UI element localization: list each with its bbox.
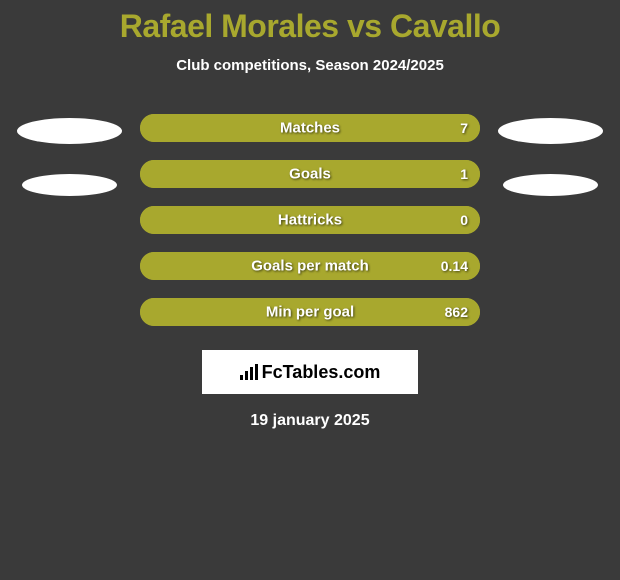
container: Rafael Morales vs Cavallo Club competiti… (0, 0, 620, 430)
brand-badge: FcTables.com (202, 350, 418, 394)
stats-area: Matches 7 Goals 1 Hattricks 0 Goals per … (0, 114, 620, 326)
brand-label: FcTables.com (262, 362, 381, 383)
bar-chart-icon (240, 364, 258, 380)
stat-label: Min per goal (266, 304, 354, 321)
right-ellipse-column (498, 114, 603, 196)
stat-label: Matches (280, 120, 340, 137)
avatar-placeholder-icon (17, 118, 122, 144)
stat-row-min-per-goal: Min per goal 862 (140, 298, 480, 326)
page-title: Rafael Morales vs Cavallo (120, 8, 501, 45)
stat-label: Hattricks (278, 212, 342, 229)
stat-value: 1 (460, 166, 468, 182)
stat-row-goals-per-match: Goals per match 0.14 (140, 252, 480, 280)
stat-label: Goals per match (251, 258, 369, 275)
stat-label: Goals (289, 166, 331, 183)
subtitle: Club competitions, Season 2024/2025 (176, 57, 444, 74)
stat-value: 862 (445, 304, 468, 320)
stat-row-hattricks: Hattricks 0 (140, 206, 480, 234)
stat-value: 0.14 (441, 258, 468, 274)
stat-value: 0 (460, 212, 468, 228)
stat-bars: Matches 7 Goals 1 Hattricks 0 Goals per … (140, 114, 480, 326)
date-label: 19 january 2025 (250, 412, 369, 430)
avatar-placeholder-icon (503, 174, 598, 196)
avatar-placeholder-icon (22, 174, 117, 196)
stat-row-matches: Matches 7 (140, 114, 480, 142)
left-ellipse-column (17, 114, 122, 196)
stat-row-goals: Goals 1 (140, 160, 480, 188)
avatar-placeholder-icon (498, 118, 603, 144)
stat-value: 7 (460, 120, 468, 136)
